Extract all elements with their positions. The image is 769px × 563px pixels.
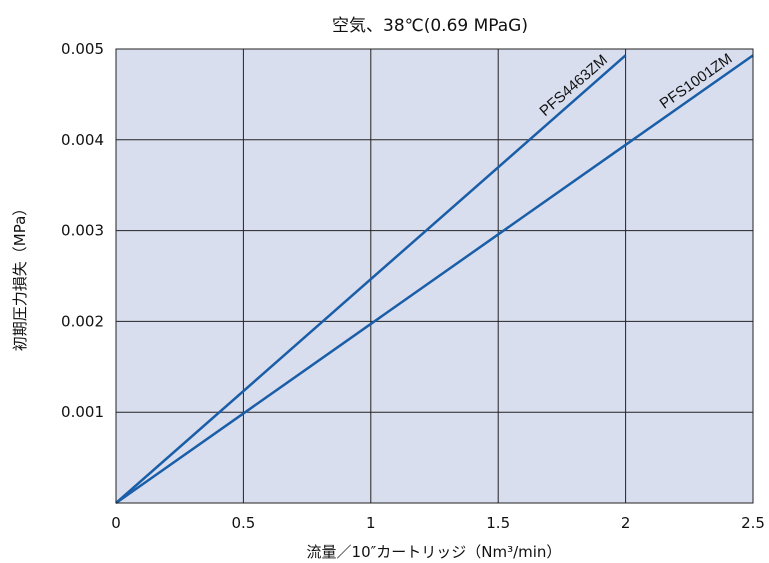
x-axis-label: 流量／10″カートリッジ（Nm³/min） [307,543,562,561]
y-tick-label: 0.002 [61,312,104,330]
x-tick-label: 0.5 [231,514,255,532]
y-tick-label: 0.004 [61,131,104,149]
y-tick-label: 0.005 [61,40,104,58]
series-lines [115,54,754,505]
chart-title: 空気、38℃(0.69 MPaG) [332,16,528,36]
y-tick-labels: 0.001 0.002 0.003 0.004 0.005 [61,40,104,421]
series-line-pfs1001zm [115,54,754,505]
y-tick-label: 0.001 [61,403,104,421]
x-tick-label: 2 [621,514,631,532]
x-tick-label: 1.5 [486,514,510,532]
y-tick-label: 0.003 [61,222,104,240]
x-tick-label: 0 [111,514,121,532]
x-tick-labels: 0 0.5 1 1.5 2 2.5 [111,514,765,532]
y-axis-label: 初期圧力損失（MPa） [11,201,29,352]
plot-frame [115,48,754,504]
series-line-pfs4463zm [115,54,627,504]
x-tick-label: 2.5 [741,514,765,532]
x-tick-label: 1 [366,514,376,532]
